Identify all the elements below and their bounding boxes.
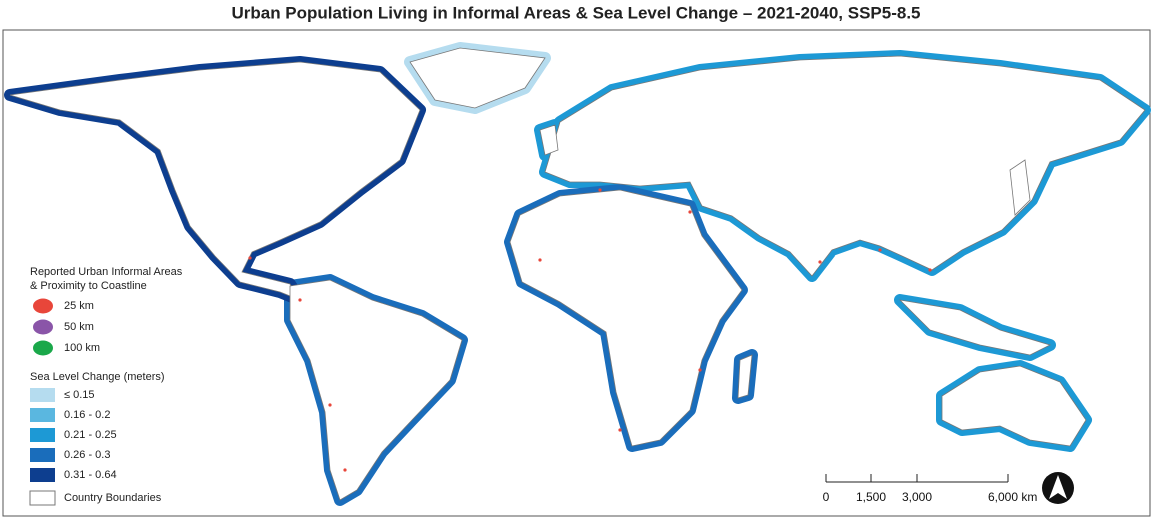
legend-dot — [33, 298, 53, 314]
land — [9, 61, 421, 301]
scale-label: 0 — [823, 490, 830, 504]
legend-swatch — [30, 408, 55, 422]
coast-dots — [248, 188, 932, 472]
legend-swatch — [29, 490, 56, 506]
legend-label: 0.21 - 0.25 — [64, 429, 117, 441]
legend: Reported Urban Informal Areas & Proximity… — [22, 262, 212, 512]
land — [941, 365, 1087, 447]
legend-label: 0.26 - 0.3 — [64, 449, 110, 461]
legend-swatch — [30, 468, 55, 482]
land — [1009, 159, 1031, 216]
legend-swatch — [30, 448, 55, 462]
scale-label: 6,000 km — [988, 490, 1037, 504]
legend-label: 0.31 - 0.64 — [64, 469, 117, 481]
map-title: Urban Population Living in Informal Area… — [231, 3, 920, 22]
legend-label: ≤ 0.15 — [64, 389, 95, 401]
land — [509, 189, 743, 447]
north-arrow — [1042, 472, 1074, 504]
scale-bar — [825, 474, 1009, 483]
legend-swatch — [30, 388, 55, 402]
legend-label: 25 km — [64, 300, 94, 312]
legend-dot — [33, 340, 53, 356]
land — [544, 55, 1146, 277]
legend-title: & Proximity to Coastline — [30, 280, 147, 292]
land — [898, 299, 1052, 356]
legend-label: 100 km — [64, 342, 100, 354]
legend-dot — [33, 319, 53, 335]
land — [289, 279, 463, 501]
legend-label: 0.16 - 0.2 — [64, 409, 110, 421]
legend-title: Sea Level Change (meters) — [30, 371, 165, 383]
legend-title: Reported Urban Informal Areas — [30, 266, 183, 278]
scale-label: 3,000 — [902, 490, 932, 504]
land — [539, 124, 559, 156]
land — [409, 47, 546, 109]
scale-labels: 0 1,500 3,000 6,000 km — [823, 490, 1038, 504]
legend-swatch — [30, 428, 55, 442]
legend-label: 50 km — [64, 321, 94, 333]
land — [737, 354, 753, 399]
legend-label: Country Boundaries — [64, 492, 162, 504]
land-masses — [4, 42, 1151, 506]
scale-label: 1,500 — [856, 490, 886, 504]
